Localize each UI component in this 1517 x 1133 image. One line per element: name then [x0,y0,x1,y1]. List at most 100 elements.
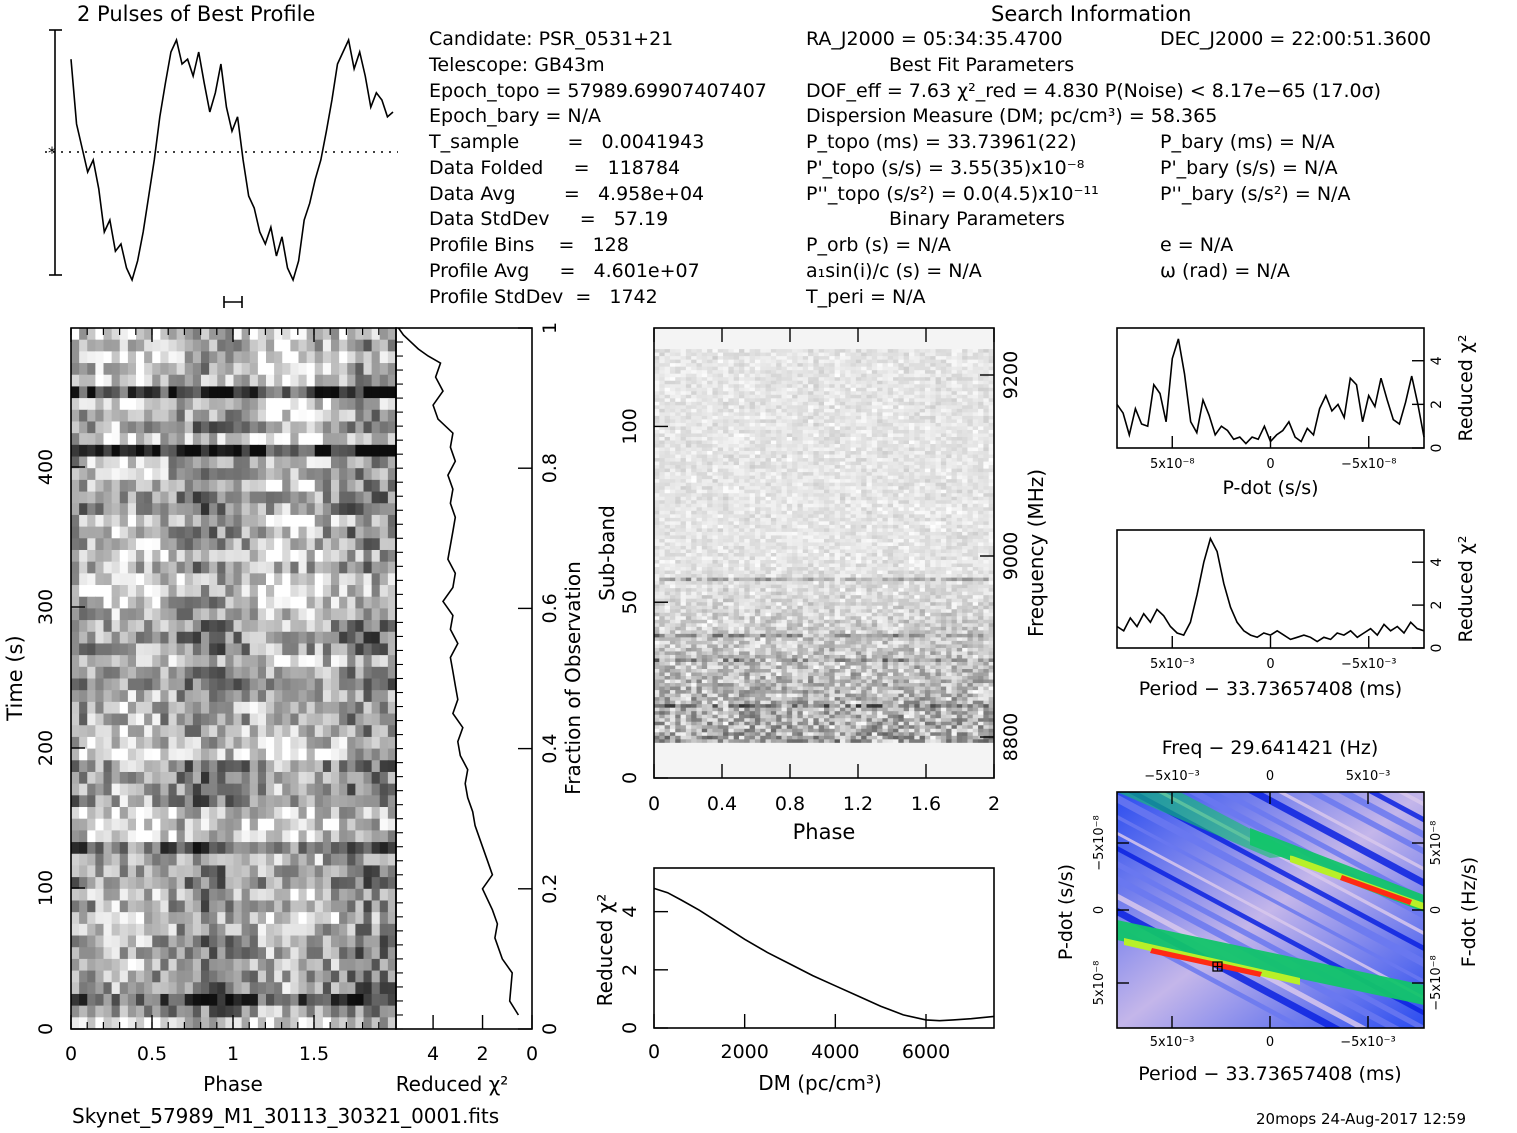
time-phase-cell [339,1017,348,1029]
subband-cell [749,426,756,431]
subband-cell [723,405,729,410]
time-phase-cell [87,503,96,516]
subband-cell [675,426,682,431]
time-phase-cell [339,561,348,574]
time-phase-cell [363,468,373,481]
time-phase-cell [209,398,218,411]
subband-cell [988,419,994,424]
subband-cell [919,468,926,473]
time-phase-cell [249,468,259,481]
time-phase-cell [201,760,210,773]
subband-cell [839,401,846,406]
subband-cell [829,419,836,424]
time-phase-cell [233,620,243,633]
subband-cell [909,373,915,378]
time-phase-cell [379,655,389,668]
subband-cell [839,433,846,438]
time-phase-cell [176,713,186,726]
subband-cell [983,408,990,413]
subband-cell [813,479,820,484]
time-phase-cell [136,748,145,761]
subband-cell [675,352,682,357]
subband-cell [956,458,963,463]
time-phase-cell [363,503,373,516]
subband-cell [893,387,899,392]
subband-cell [855,426,862,431]
subband-cell [696,440,703,445]
subband-cell [924,356,931,361]
subband-cell [909,429,915,434]
time-phase-cell [387,748,396,761]
time-phase-cell [95,830,105,843]
time-phase-cell [379,807,389,820]
time-phase-cell [379,748,389,761]
subband-cell [739,384,745,389]
subband-cell [850,440,857,445]
time-phase-cell [103,409,113,423]
subband-cell [919,433,926,438]
time-phase-cell [225,958,235,972]
time-phase-cell [322,888,332,902]
subband-cell [654,461,660,466]
subband-cell [903,419,910,424]
time-phase-cell [379,538,389,551]
profile-plot: * [45,29,398,308]
subband-cell [839,387,846,392]
time-phase-cell [241,842,251,855]
time-phase-cell [371,573,381,586]
subband-cell [855,429,862,434]
subband-cell [754,408,761,413]
subband-cell [871,444,878,449]
time-phase-cell [209,678,218,691]
subband-cell [818,359,825,364]
time-phase-cell [192,795,202,808]
subband-cell [770,444,777,449]
time-phase-cell [95,409,105,423]
subband-cell [685,479,692,484]
footer-timestamp: 20mops 24-Aug-2017 12:59 [1256,1110,1467,1128]
time-phase-cell [217,888,226,902]
time-phase-cell [136,807,145,820]
subband-cell [877,391,883,396]
time-phase-cell [192,982,202,995]
subband-cell [776,426,782,431]
subband-cell [786,387,793,392]
time-phase-cell [103,771,113,785]
subband-cell [940,444,947,449]
time-phase-cell [314,339,324,352]
subband-cell [701,394,708,399]
time-phase-cell [266,573,275,586]
subband-cell [733,370,740,375]
subband-cell [728,398,735,403]
subband-cell [940,472,947,477]
subband-cell [972,391,979,396]
subband-cell [914,356,921,361]
time-phase-cell [168,363,178,376]
time-phase-cell [266,853,275,867]
time-phase-cell [209,853,218,867]
time-phase-cell [282,690,291,703]
time-phase-cell [201,958,210,972]
time-phase-cell [331,993,340,1007]
time-phase-cell [168,830,178,843]
subband-cell [903,408,910,413]
subband-cell [685,356,692,361]
subband-cell [834,394,841,399]
time-phase-cell [144,398,153,411]
time-phase-cell [152,713,161,726]
time-phase-cell [355,795,365,808]
time-phase-cell [225,631,235,645]
subband-cell [951,433,958,438]
time-phase-cell [136,982,145,995]
subband-cell [983,356,990,361]
time-phase-cell [387,970,396,983]
time-phase-cell [355,561,365,574]
subband-cell [813,447,820,452]
subband-cell [866,356,873,361]
time-phase-cell [87,912,96,925]
time-phase-cell [168,433,178,446]
subband-cell [808,429,814,434]
time-phase-cell [387,456,396,469]
time-phase-cell [192,468,202,481]
time-phase-cell [217,351,226,364]
